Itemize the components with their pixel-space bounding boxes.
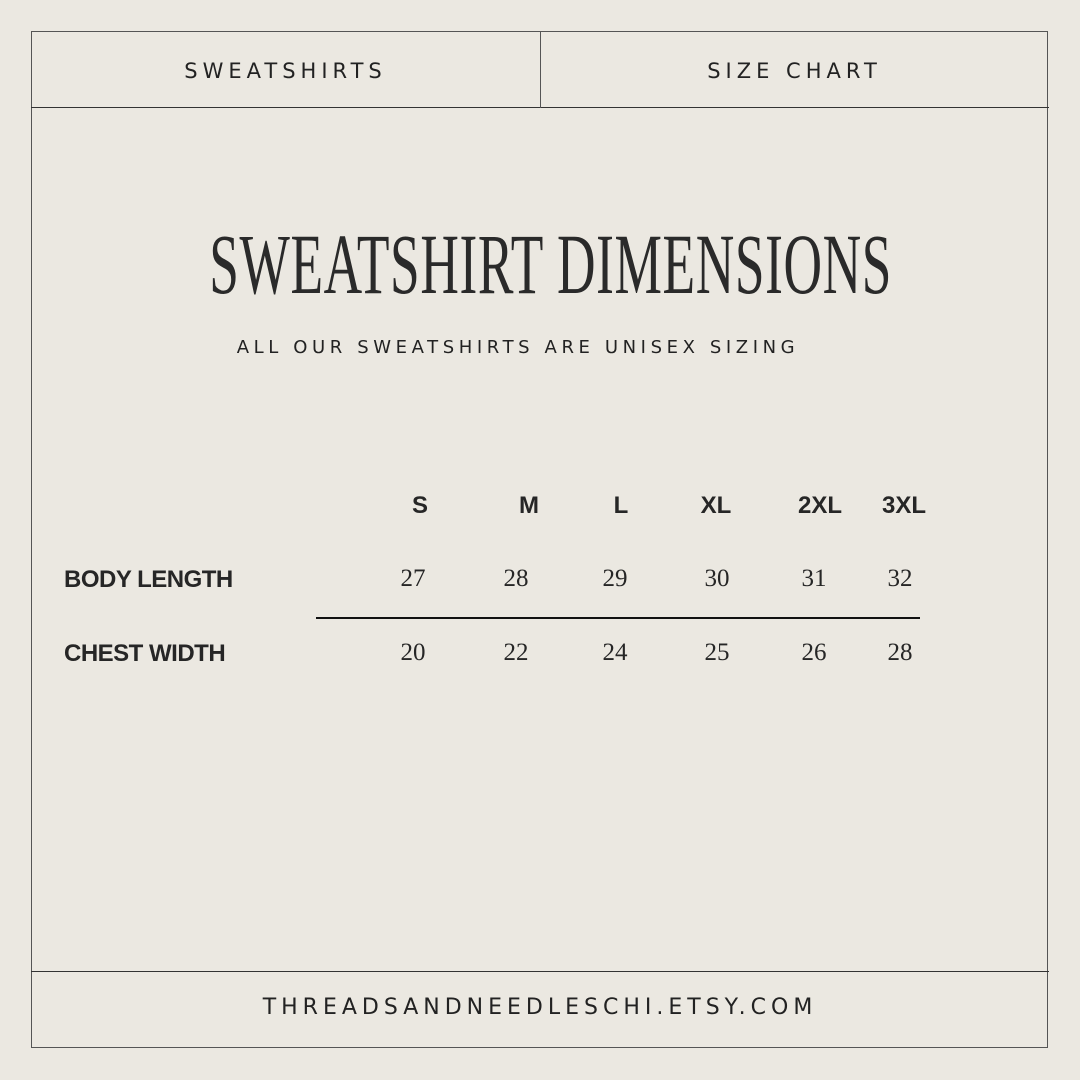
table-cell: 26: [801, 639, 827, 666]
footer-divider: [31, 971, 1049, 972]
table-cell: 25: [704, 639, 730, 666]
page-title: SWEATSHIRT DIMENSIONS: [0, 214, 1080, 314]
shop-url: THREADSANDNEEDLESCHI.ETSY.COM: [262, 995, 818, 1020]
table-cell: 22: [503, 639, 529, 666]
size-header: 2XL: [797, 492, 843, 519]
size-header: 3XL: [881, 492, 927, 519]
table-cell: 30: [704, 565, 730, 592]
row-label-body-length: BODY LENGTH: [64, 566, 233, 593]
table-cell: 29: [602, 565, 628, 592]
table-cell: 32: [887, 565, 913, 592]
table-cell: 31: [801, 565, 827, 592]
table-cell: 28: [503, 565, 529, 592]
outer-frame: [31, 31, 1048, 1048]
table-cell: 28: [887, 639, 913, 666]
header-column-divider: [540, 31, 541, 108]
size-header: S: [411, 492, 429, 519]
row-divider: [316, 617, 920, 619]
size-header: L: [613, 492, 629, 519]
table-cell: 24: [602, 639, 628, 666]
size-header: M: [519, 492, 539, 519]
header-category: SWEATSHIRTS: [184, 59, 387, 83]
size-header: XL: [700, 492, 732, 519]
subtitle: ALL OUR SWEATSHIRTS ARE UNISEX SIZING: [236, 337, 800, 358]
table-cell: 27: [400, 565, 426, 592]
header-size-chart: SIZE CHART: [707, 59, 882, 83]
page-title-text: SWEATSHIRT DIMENSIONS: [209, 216, 893, 312]
table-cell: 20: [400, 639, 426, 666]
row-label-chest-width: CHEST WIDTH: [64, 640, 226, 667]
